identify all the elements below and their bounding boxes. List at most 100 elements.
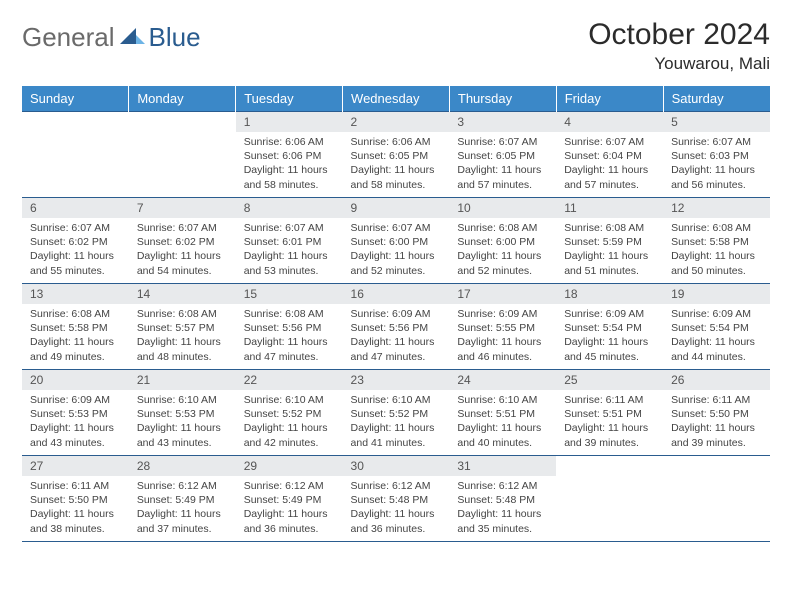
day-number: 24: [449, 370, 556, 390]
calendar-day-cell: 15Sunrise: 6:08 AMSunset: 5:56 PMDayligh…: [236, 284, 343, 370]
day-details: Sunrise: 6:07 AMSunset: 6:01 PMDaylight:…: [236, 218, 343, 283]
calendar-day-cell: 28Sunrise: 6:12 AMSunset: 5:49 PMDayligh…: [129, 456, 236, 542]
day-of-week-header: Friday: [556, 86, 663, 112]
calendar-day-cell: 5Sunrise: 6:07 AMSunset: 6:03 PMDaylight…: [663, 112, 770, 198]
logo-text-blue: Blue: [148, 22, 201, 53]
day-number: 28: [129, 456, 236, 476]
location-label: Youwarou, Mali: [588, 54, 770, 74]
day-number: 3: [449, 112, 556, 132]
calendar-body: 1Sunrise: 6:06 AMSunset: 6:06 PMDaylight…: [22, 112, 770, 542]
day-details: Sunrise: 6:08 AMSunset: 6:00 PMDaylight:…: [449, 218, 556, 283]
day-number: 25: [556, 370, 663, 390]
day-details: Sunrise: 6:12 AMSunset: 5:48 PMDaylight:…: [449, 476, 556, 541]
day-number: 16: [343, 284, 450, 304]
logo-triangle-icon: [120, 22, 146, 53]
day-details: Sunrise: 6:08 AMSunset: 5:59 PMDaylight:…: [556, 218, 663, 283]
day-details: Sunrise: 6:08 AMSunset: 5:58 PMDaylight:…: [22, 304, 129, 369]
day-of-week-header: Monday: [129, 86, 236, 112]
calendar-week-row: 27Sunrise: 6:11 AMSunset: 5:50 PMDayligh…: [22, 456, 770, 542]
day-number: 10: [449, 198, 556, 218]
day-details: Sunrise: 6:09 AMSunset: 5:54 PMDaylight:…: [663, 304, 770, 369]
calendar-day-cell: 12Sunrise: 6:08 AMSunset: 5:58 PMDayligh…: [663, 198, 770, 284]
calendar-day-cell: [556, 456, 663, 542]
day-number: 14: [129, 284, 236, 304]
calendar-week-row: 20Sunrise: 6:09 AMSunset: 5:53 PMDayligh…: [22, 370, 770, 456]
calendar-day-cell: 24Sunrise: 6:10 AMSunset: 5:51 PMDayligh…: [449, 370, 556, 456]
day-details: Sunrise: 6:09 AMSunset: 5:53 PMDaylight:…: [22, 390, 129, 455]
calendar-day-cell: 11Sunrise: 6:08 AMSunset: 5:59 PMDayligh…: [556, 198, 663, 284]
calendar-day-cell: [663, 456, 770, 542]
calendar-day-cell: 29Sunrise: 6:12 AMSunset: 5:49 PMDayligh…: [236, 456, 343, 542]
day-number: 13: [22, 284, 129, 304]
calendar-day-cell: 20Sunrise: 6:09 AMSunset: 5:53 PMDayligh…: [22, 370, 129, 456]
day-details: Sunrise: 6:11 AMSunset: 5:50 PMDaylight:…: [22, 476, 129, 541]
logo-text-general: General: [22, 22, 115, 53]
day-details: Sunrise: 6:10 AMSunset: 5:52 PMDaylight:…: [343, 390, 450, 455]
day-details: Sunrise: 6:07 AMSunset: 6:05 PMDaylight:…: [449, 132, 556, 197]
calendar-day-cell: 22Sunrise: 6:10 AMSunset: 5:52 PMDayligh…: [236, 370, 343, 456]
calendar-week-row: 13Sunrise: 6:08 AMSunset: 5:58 PMDayligh…: [22, 284, 770, 370]
day-number: 18: [556, 284, 663, 304]
calendar-day-cell: 27Sunrise: 6:11 AMSunset: 5:50 PMDayligh…: [22, 456, 129, 542]
day-details: Sunrise: 6:07 AMSunset: 6:02 PMDaylight:…: [22, 218, 129, 283]
day-details: Sunrise: 6:07 AMSunset: 6:02 PMDaylight:…: [129, 218, 236, 283]
day-details: Sunrise: 6:12 AMSunset: 5:48 PMDaylight:…: [343, 476, 450, 541]
calendar-day-cell: 6Sunrise: 6:07 AMSunset: 6:02 PMDaylight…: [22, 198, 129, 284]
calendar-day-cell: [22, 112, 129, 198]
logo: General Blue: [22, 18, 201, 53]
day-details: Sunrise: 6:11 AMSunset: 5:51 PMDaylight:…: [556, 390, 663, 455]
calendar-day-cell: 16Sunrise: 6:09 AMSunset: 5:56 PMDayligh…: [343, 284, 450, 370]
day-of-week-header: Saturday: [663, 86, 770, 112]
day-details: Sunrise: 6:08 AMSunset: 5:58 PMDaylight:…: [663, 218, 770, 283]
calendar-week-row: 6Sunrise: 6:07 AMSunset: 6:02 PMDaylight…: [22, 198, 770, 284]
day-of-week-row: SundayMondayTuesdayWednesdayThursdayFrid…: [22, 86, 770, 112]
day-details: Sunrise: 6:10 AMSunset: 5:51 PMDaylight:…: [449, 390, 556, 455]
day-details: Sunrise: 6:09 AMSunset: 5:56 PMDaylight:…: [343, 304, 450, 369]
day-number: 1: [236, 112, 343, 132]
day-details: Sunrise: 6:08 AMSunset: 5:57 PMDaylight:…: [129, 304, 236, 369]
calendar-day-cell: [129, 112, 236, 198]
day-details: Sunrise: 6:09 AMSunset: 5:54 PMDaylight:…: [556, 304, 663, 369]
day-of-week-header: Sunday: [22, 86, 129, 112]
day-number: 11: [556, 198, 663, 218]
day-number: 5: [663, 112, 770, 132]
calendar-day-cell: 14Sunrise: 6:08 AMSunset: 5:57 PMDayligh…: [129, 284, 236, 370]
calendar-day-cell: 30Sunrise: 6:12 AMSunset: 5:48 PMDayligh…: [343, 456, 450, 542]
day-number: 7: [129, 198, 236, 218]
calendar-day-cell: 26Sunrise: 6:11 AMSunset: 5:50 PMDayligh…: [663, 370, 770, 456]
title-block: October 2024 Youwarou, Mali: [588, 18, 770, 74]
day-of-week-header: Wednesday: [343, 86, 450, 112]
day-number: 30: [343, 456, 450, 476]
calendar-day-cell: 8Sunrise: 6:07 AMSunset: 6:01 PMDaylight…: [236, 198, 343, 284]
day-number: 20: [22, 370, 129, 390]
calendar-day-cell: 13Sunrise: 6:08 AMSunset: 5:58 PMDayligh…: [22, 284, 129, 370]
day-number: 2: [343, 112, 450, 132]
calendar-day-cell: 4Sunrise: 6:07 AMSunset: 6:04 PMDaylight…: [556, 112, 663, 198]
day-number: 15: [236, 284, 343, 304]
day-details: Sunrise: 6:07 AMSunset: 6:03 PMDaylight:…: [663, 132, 770, 197]
day-details: Sunrise: 6:12 AMSunset: 5:49 PMDaylight:…: [236, 476, 343, 541]
day-number: 6: [22, 198, 129, 218]
calendar-day-cell: 23Sunrise: 6:10 AMSunset: 5:52 PMDayligh…: [343, 370, 450, 456]
day-number: 27: [22, 456, 129, 476]
day-number: 31: [449, 456, 556, 476]
calendar-day-cell: 31Sunrise: 6:12 AMSunset: 5:48 PMDayligh…: [449, 456, 556, 542]
day-details: Sunrise: 6:12 AMSunset: 5:49 PMDaylight:…: [129, 476, 236, 541]
day-number: 19: [663, 284, 770, 304]
day-details: Sunrise: 6:07 AMSunset: 6:04 PMDaylight:…: [556, 132, 663, 197]
day-number: 8: [236, 198, 343, 218]
day-number: 17: [449, 284, 556, 304]
day-of-week-header: Tuesday: [236, 86, 343, 112]
calendar-day-cell: 17Sunrise: 6:09 AMSunset: 5:55 PMDayligh…: [449, 284, 556, 370]
day-number: 23: [343, 370, 450, 390]
day-number: 4: [556, 112, 663, 132]
calendar-table: SundayMondayTuesdayWednesdayThursdayFrid…: [22, 86, 770, 542]
calendar-day-cell: 19Sunrise: 6:09 AMSunset: 5:54 PMDayligh…: [663, 284, 770, 370]
day-number: 12: [663, 198, 770, 218]
month-title: October 2024: [588, 18, 770, 52]
day-details: Sunrise: 6:08 AMSunset: 5:56 PMDaylight:…: [236, 304, 343, 369]
day-number: 26: [663, 370, 770, 390]
calendar-day-cell: 7Sunrise: 6:07 AMSunset: 6:02 PMDaylight…: [129, 198, 236, 284]
day-number: 29: [236, 456, 343, 476]
day-number: 9: [343, 198, 450, 218]
